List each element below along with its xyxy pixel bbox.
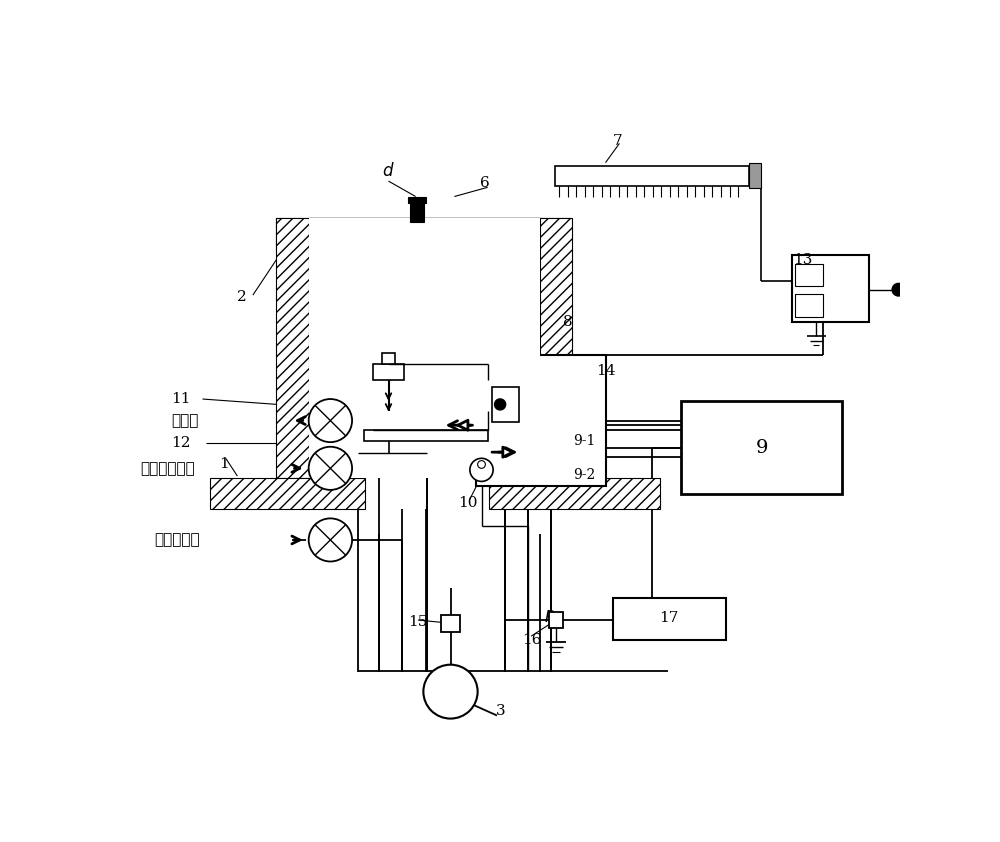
Circle shape bbox=[309, 519, 352, 562]
Bar bbox=[795, 294, 822, 317]
Text: 4: 4 bbox=[478, 423, 487, 437]
Text: $R$: $R$ bbox=[544, 609, 555, 625]
Bar bbox=[276, 218, 571, 251]
Text: 无水洁净空气: 无水洁净空气 bbox=[140, 461, 195, 476]
Text: 14: 14 bbox=[596, 364, 616, 377]
Bar bbox=[681, 402, 842, 493]
Text: 5: 5 bbox=[406, 351, 415, 365]
Bar bbox=[382, 353, 395, 365]
Bar bbox=[476, 355, 606, 486]
Text: 8: 8 bbox=[563, 315, 572, 329]
Bar bbox=[540, 218, 572, 478]
Circle shape bbox=[495, 399, 506, 410]
Text: 9: 9 bbox=[755, 439, 768, 456]
Bar bbox=[408, 196, 426, 203]
Circle shape bbox=[309, 399, 352, 442]
Text: 16: 16 bbox=[522, 633, 541, 647]
Bar bbox=[276, 218, 309, 478]
Bar bbox=[549, 611, 563, 628]
Bar bbox=[364, 429, 488, 441]
Text: 9-1: 9-1 bbox=[573, 434, 595, 449]
Text: 3: 3 bbox=[495, 704, 505, 718]
Circle shape bbox=[309, 447, 352, 490]
Bar bbox=[792, 255, 869, 322]
Circle shape bbox=[892, 284, 905, 296]
Text: 1: 1 bbox=[220, 457, 229, 472]
Text: 7: 7 bbox=[613, 134, 623, 148]
Bar bbox=[613, 598, 726, 640]
Bar bbox=[309, 218, 540, 478]
Text: 真空泵: 真空泵 bbox=[172, 413, 199, 428]
Text: 17: 17 bbox=[659, 611, 679, 626]
Text: 10: 10 bbox=[458, 496, 478, 510]
Text: 11: 11 bbox=[172, 392, 191, 406]
Bar bbox=[555, 166, 749, 186]
Bar bbox=[489, 478, 660, 509]
Circle shape bbox=[470, 458, 493, 482]
Circle shape bbox=[478, 461, 485, 468]
Text: 9-2: 9-2 bbox=[573, 468, 595, 482]
Bar bbox=[441, 616, 460, 632]
Text: 6: 6 bbox=[480, 177, 490, 190]
Bar bbox=[795, 264, 822, 285]
Circle shape bbox=[423, 664, 478, 718]
Bar bbox=[373, 365, 404, 380]
Bar bbox=[410, 203, 424, 222]
Text: 爆炸性气体: 爆炸性气体 bbox=[154, 532, 200, 547]
Text: 2: 2 bbox=[237, 290, 247, 304]
Bar bbox=[210, 478, 365, 509]
Text: 15: 15 bbox=[408, 616, 427, 629]
Bar bbox=[749, 163, 761, 188]
Bar bbox=[492, 387, 519, 422]
Text: 13: 13 bbox=[793, 253, 812, 267]
Text: $d$: $d$ bbox=[382, 162, 395, 179]
Text: 12: 12 bbox=[172, 436, 191, 450]
Text: M: M bbox=[442, 683, 459, 701]
